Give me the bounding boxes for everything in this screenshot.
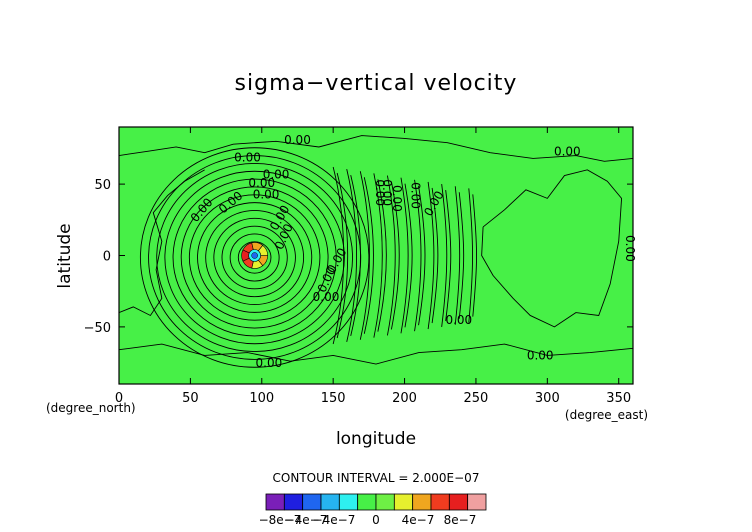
contour-ring: [229, 233, 280, 282]
colorbar-swatch: [375, 493, 395, 511]
contour-ring: [156, 162, 354, 353]
contour-label: 0.00: [445, 313, 472, 327]
contour-wavefront: [404, 183, 413, 328]
contour-wavefront: [390, 181, 400, 330]
contour-label: 0.00: [623, 235, 637, 262]
contour-label: 0.00: [554, 145, 581, 159]
colorbar-labels: −8e−7−4e−7−4e−7 0 4e−7 8e−7: [259, 513, 477, 527]
colorbar-swatch: [412, 493, 432, 511]
contour-ring: [172, 178, 337, 337]
colorbar-label: −4e−7: [313, 513, 356, 527]
contour-wavefront: [332, 166, 345, 345]
x-tick-label: 300: [535, 391, 560, 406]
contour-wavefront: [431, 187, 439, 324]
colorbar: [265, 493, 487, 511]
colorbar-swatch: [320, 493, 340, 511]
contour-ring: [197, 202, 313, 313]
contour-ring: [164, 170, 345, 345]
x-axis-label: longitude: [336, 429, 416, 449]
colorbar-label: −8e−7: [259, 513, 302, 527]
contour-label: 0.00: [390, 185, 404, 212]
vortex-center: [251, 252, 258, 259]
contour-wavefront: [400, 177, 409, 334]
x-axis: 0 50 100 150 200 250 300 350: [115, 127, 631, 406]
y-axis: −50 0 50: [84, 178, 633, 336]
x-tick-label: 50: [182, 391, 199, 406]
colorbar-swatch: [338, 493, 359, 511]
colorbar-swatch: [265, 493, 285, 511]
x-unit-label: (degree_east): [565, 408, 648, 422]
colorbar-swatch: [357, 493, 377, 511]
colorbar-swatch: [302, 493, 322, 511]
x-tick-label: 350: [606, 391, 631, 406]
x-tick-label: 200: [392, 391, 417, 406]
contour-west: [119, 169, 205, 317]
contour-interval-text: CONTOUR INTERVAL = 2.000E−07: [273, 471, 480, 485]
colorbar-swatch: [393, 493, 414, 511]
colorbar-swatch: [283, 493, 304, 511]
contour-ring: [237, 241, 272, 274]
contour-ring: [221, 225, 288, 290]
contour-label: 0.00: [527, 349, 554, 363]
contour-wavefront: [359, 171, 370, 340]
contour-wavefront: [336, 172, 349, 339]
y-tick-label: −50: [84, 321, 111, 336]
colorbar-swatch: [467, 493, 487, 511]
x-tick-label: 0: [115, 391, 123, 406]
contour-label: 0.00: [248, 176, 275, 190]
colorbar-label: −4e−7: [285, 513, 328, 527]
y-unit-label: (degree_north): [46, 401, 136, 415]
colorbar-label: 0: [372, 513, 380, 527]
contour-south-boundary: [119, 343, 633, 365]
colorbar-swatch: [448, 493, 469, 511]
contour-ring: [180, 186, 329, 329]
contour-wavefront: [441, 184, 448, 327]
contour-wavefront: [350, 175, 361, 336]
x-tick-label: 150: [321, 391, 346, 406]
contour-label: 0.00: [234, 150, 261, 164]
x-tick-label: 250: [464, 391, 489, 406]
contour-wavefront: [458, 192, 465, 319]
plot-background: [119, 127, 633, 384]
chart-title: sigma−vertical velocity: [235, 71, 518, 96]
contour-wavefront: [386, 175, 396, 336]
contour-ring: [205, 210, 305, 305]
contour-wavefront: [472, 194, 478, 317]
contour-label: 0.00: [313, 290, 340, 304]
contour-label: 0.00: [256, 356, 283, 370]
contour-ring: [139, 147, 370, 368]
y-tick-label: 0: [103, 250, 111, 265]
contour-wavefront: [377, 179, 387, 332]
contour-wavefront: [468, 188, 474, 323]
contour-wavefront: [346, 169, 358, 342]
contour-label: 0.00: [409, 182, 423, 209]
contour-wavefront: [414, 179, 422, 332]
contour-wavefront: [454, 186, 461, 325]
contour-wavefront: [418, 185, 426, 326]
contour-label: 0.00: [373, 179, 387, 206]
contour-lines: [119, 135, 633, 368]
x-tick-label: 100: [249, 391, 274, 406]
contour-ring: [188, 194, 321, 321]
contour-wavefront: [427, 181, 435, 330]
contour-wavefront: [373, 173, 383, 338]
contour-wavefront: [363, 177, 374, 334]
contour-north-boundary: [119, 135, 633, 162]
colorbar-label: 8e−7: [444, 513, 477, 527]
y-tick-label: 50: [94, 178, 111, 193]
y-axis-label: latitude: [55, 223, 75, 288]
contour-wavefront: [445, 190, 452, 321]
colorbar-swatch: [430, 493, 450, 511]
contour-ring: [213, 217, 296, 298]
contour-east-patch: [481, 169, 623, 328]
contour-label: 0.00: [380, 179, 394, 206]
contour-label: 0.00: [263, 167, 290, 181]
colorbar-label: 4e−7: [402, 513, 435, 527]
contour-label: 0.00: [284, 133, 311, 147]
contour-label: 0.00: [253, 187, 280, 201]
